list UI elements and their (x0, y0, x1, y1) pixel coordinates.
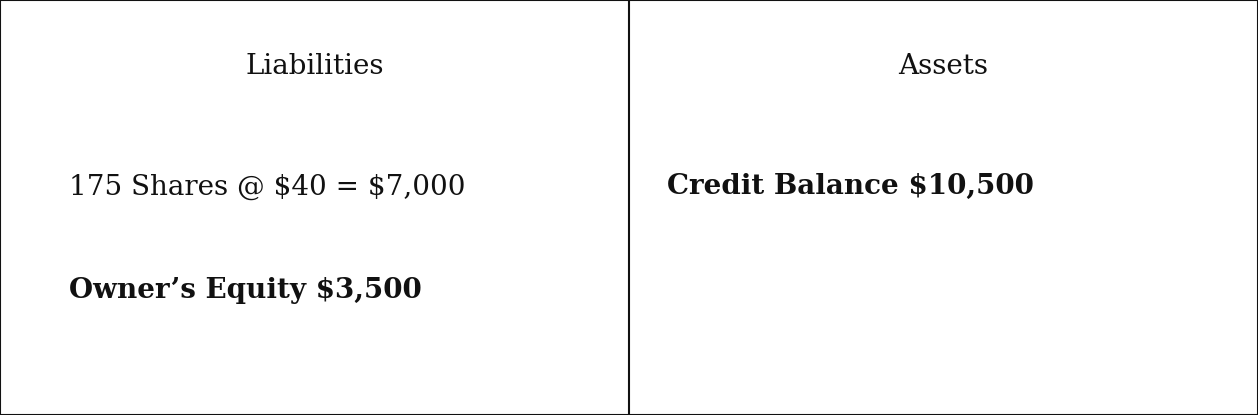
Text: Assets: Assets (898, 53, 989, 80)
Text: Liabilities: Liabilities (245, 53, 384, 80)
Text: Credit Balance $10,500: Credit Balance $10,500 (667, 173, 1034, 200)
Text: 175 Shares @ $40 = $7,000: 175 Shares @ $40 = $7,000 (69, 173, 465, 200)
Text: Owner’s Equity $3,500: Owner’s Equity $3,500 (69, 277, 421, 304)
